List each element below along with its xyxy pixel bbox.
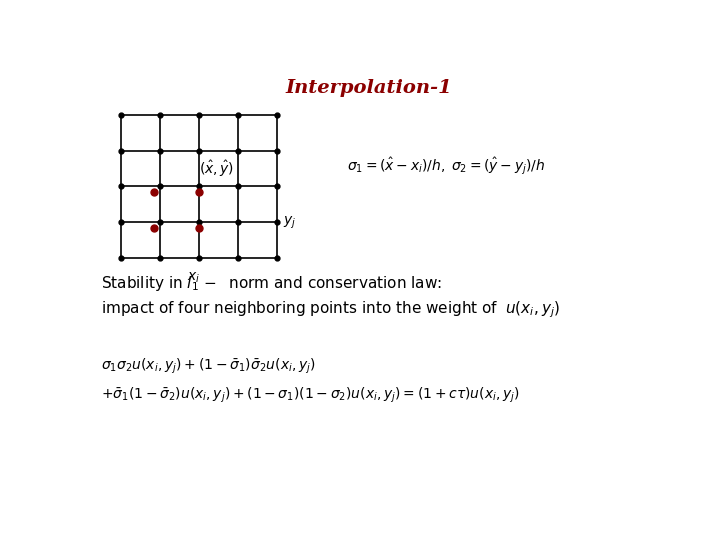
Text: $x_i$: $x_i$	[186, 271, 200, 285]
Text: $(\hat{x}, \hat{y})$: $(\hat{x}, \hat{y})$	[199, 159, 234, 179]
Text: $y_j$: $y_j$	[282, 215, 296, 231]
Text: Interpolation-1: Interpolation-1	[286, 79, 452, 97]
Text: impact of four neighboring points into the weight of $\;u(x_i, y_j)$: impact of four neighboring points into t…	[101, 300, 560, 320]
Text: $\sigma_1 = (\hat{x} - x_i)/h, \; \sigma_2 = (\hat{y} - y_j)/h$: $\sigma_1 = (\hat{x} - x_i)/h, \; \sigma…	[347, 156, 545, 178]
Text: $\sigma_1 \sigma_2 u(x_i, y_j) + (1 - \bar{\sigma}_1)\bar{\sigma}_2 u(x_i, y_j)$: $\sigma_1 \sigma_2 u(x_i, y_j) + (1 - \b…	[101, 356, 316, 376]
Text: $+\bar{\sigma}_1(1 - \bar{\sigma}_2)u(x_i, y_j) + (1 - \sigma_1)(1 - \sigma_2)u(: $+\bar{\sigma}_1(1 - \bar{\sigma}_2)u(x_…	[101, 386, 520, 405]
Text: Stability in $l_1\,-\;$ norm and conservation law:: Stability in $l_1\,-\;$ norm and conserv…	[101, 274, 442, 293]
